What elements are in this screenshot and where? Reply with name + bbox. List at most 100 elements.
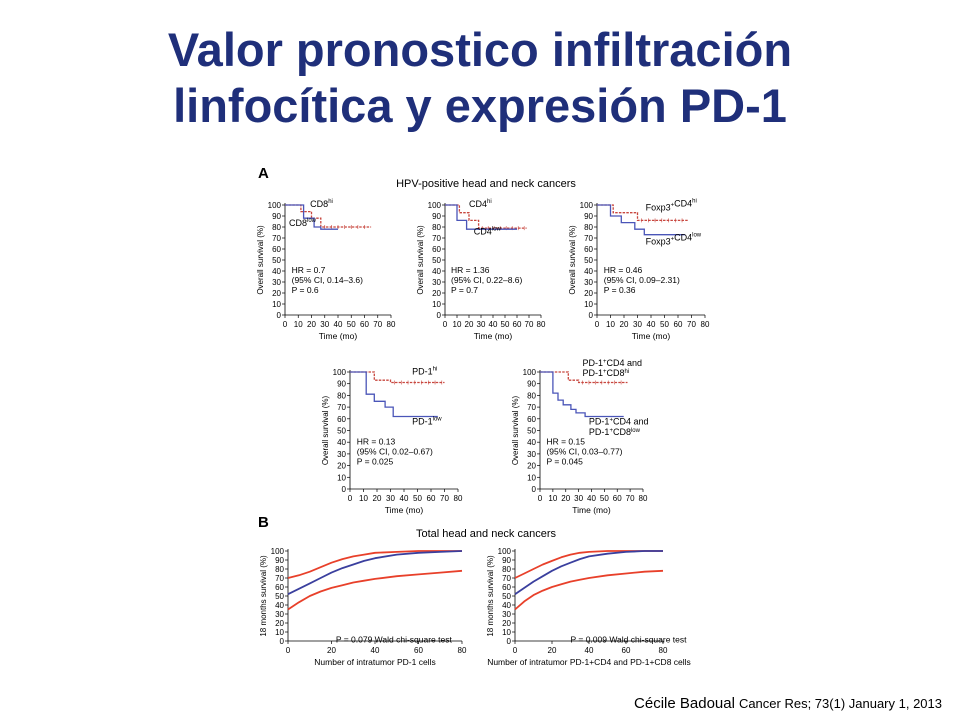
series-label-2: CD4low <box>474 227 502 237</box>
y-tick-label: 90 <box>337 380 346 389</box>
x-tick-label: 50 <box>501 320 510 329</box>
series-line-2 <box>540 371 624 418</box>
y-tick-label: 70 <box>432 234 441 243</box>
y-tick-label: 60 <box>527 415 536 424</box>
series-label-1: CD8hi <box>310 199 333 209</box>
x-tick-label: 60 <box>622 646 631 655</box>
x-tick-label: 80 <box>454 494 463 503</box>
x-tick-label: 50 <box>413 494 422 503</box>
y-tick-label: 50 <box>502 592 511 601</box>
x-tick-label: 60 <box>427 494 436 503</box>
y-axis-label: Overall survival (%) <box>256 225 265 295</box>
stat-line-3: P = 0.36 <box>604 285 636 295</box>
x-tick-label: 20 <box>465 320 474 329</box>
x-tick-label: 60 <box>613 494 622 503</box>
y-tick-label: 0 <box>342 485 347 494</box>
y-tick-label: 30 <box>272 278 281 287</box>
series-line-2 <box>287 550 463 596</box>
x-axis-label: Time (mo) <box>385 505 424 515</box>
y-tick-label: 20 <box>527 462 536 471</box>
title-line-1: Valor pronostico infiltración <box>167 23 793 76</box>
y-tick-label: 10 <box>502 628 511 637</box>
x-tick-label: 80 <box>659 646 668 655</box>
y-axis-label: Overall survival (%) <box>568 225 577 295</box>
x-tick-label: 30 <box>574 494 583 503</box>
x-axis-label: Number of intratumor PD-1 cells <box>314 657 435 667</box>
series-line-2 <box>285 204 338 230</box>
y-tick-label: 50 <box>272 256 281 265</box>
x-tick-label: 40 <box>489 320 498 329</box>
y-tick-label: 100 <box>333 368 347 377</box>
x-tick-label: 80 <box>458 646 467 655</box>
x-tick-label: 50 <box>600 494 609 503</box>
x-tick-label: 40 <box>587 494 596 503</box>
series-line-1 <box>350 371 445 384</box>
series-line-1 <box>514 550 663 579</box>
panel-a-title: HPV-positive head and neck cancers <box>396 178 576 190</box>
x-tick-label: 30 <box>633 320 642 329</box>
series-label-1: Foxp3+CD4hi <box>646 199 697 213</box>
y-tick-label: 40 <box>502 601 511 610</box>
x-tick-label: 0 <box>286 646 291 655</box>
series-line-2 <box>350 371 438 418</box>
x-tick-label: 60 <box>674 320 683 329</box>
y-tick-label: 90 <box>502 556 511 565</box>
stat-line-2: (95% CI, 0.09–2.31) <box>604 275 680 285</box>
y-tick-label: 30 <box>432 278 441 287</box>
y-tick-label: 70 <box>337 403 346 412</box>
x-axis-label: Time (mo) <box>632 331 671 341</box>
citation: Cécile Badoual Cancer Res; 73(1) January … <box>634 695 942 713</box>
series-label-low-line1: PD-1+CD4 and <box>589 417 649 427</box>
y-tick-label: 30 <box>337 450 346 459</box>
y-tick-label: 60 <box>337 415 346 424</box>
x-tick-label: 80 <box>639 494 648 503</box>
y-axis-label: 18 months survival (%) <box>486 555 495 637</box>
y-tick-label: 100 <box>428 201 442 210</box>
x-tick-label: 20 <box>307 320 316 329</box>
y-tick-label: 90 <box>272 212 281 221</box>
x-axis-label: Time (mo) <box>319 331 358 341</box>
y-tick-label: 100 <box>498 547 512 556</box>
series-label-low-line2: PD-1+CD8low <box>589 427 641 437</box>
x-tick-label: 30 <box>386 494 395 503</box>
x-tick-label: 30 <box>477 320 486 329</box>
x-tick-label: 60 <box>513 320 522 329</box>
series-line-1 <box>287 550 462 579</box>
y-tick-label: 70 <box>275 574 284 583</box>
y-tick-label: 100 <box>268 201 282 210</box>
x-tick-label: 70 <box>525 320 534 329</box>
annotation: P = 0.079 Wald chi-square test <box>336 635 453 645</box>
x-tick-label: 70 <box>373 320 382 329</box>
x-tick-label: 80 <box>701 320 710 329</box>
y-tick-label: 0 <box>507 637 512 646</box>
y-tick-label: 30 <box>584 278 593 287</box>
x-tick-label: 50 <box>347 320 356 329</box>
series-line-3 <box>287 569 463 611</box>
y-tick-label: 40 <box>584 267 593 276</box>
y-tick-label: 20 <box>432 289 441 298</box>
y-tick-label: 20 <box>584 289 593 298</box>
y-tick-label: 20 <box>272 289 281 298</box>
x-axis-label: Time (mo) <box>474 331 513 341</box>
y-tick-label: 80 <box>272 223 281 232</box>
y-tick-label: 30 <box>275 610 284 619</box>
x-tick-label: 70 <box>626 494 635 503</box>
series-line-3 <box>514 569 664 611</box>
stat-line-1: HR = 1.36 <box>451 265 490 275</box>
y-tick-label: 40 <box>337 438 346 447</box>
y-tick-label: 90 <box>584 212 593 221</box>
y-tick-label: 40 <box>527 438 536 447</box>
y-tick-label: 80 <box>502 565 511 574</box>
y-tick-label: 50 <box>527 427 536 436</box>
y-tick-label: 40 <box>272 267 281 276</box>
panel-b-title: Total head and neck cancers <box>416 528 557 540</box>
y-tick-label: 100 <box>271 547 285 556</box>
slide-title: Valor pronostico infiltración linfocític… <box>40 22 920 134</box>
y-tick-label: 70 <box>584 234 593 243</box>
series-line-2 <box>597 204 685 236</box>
chart-a4: 0 10 20 30 40 50 60 70 80 90 100 0 10 20 30 40 50 60 70 80 T… <box>321 366 463 515</box>
